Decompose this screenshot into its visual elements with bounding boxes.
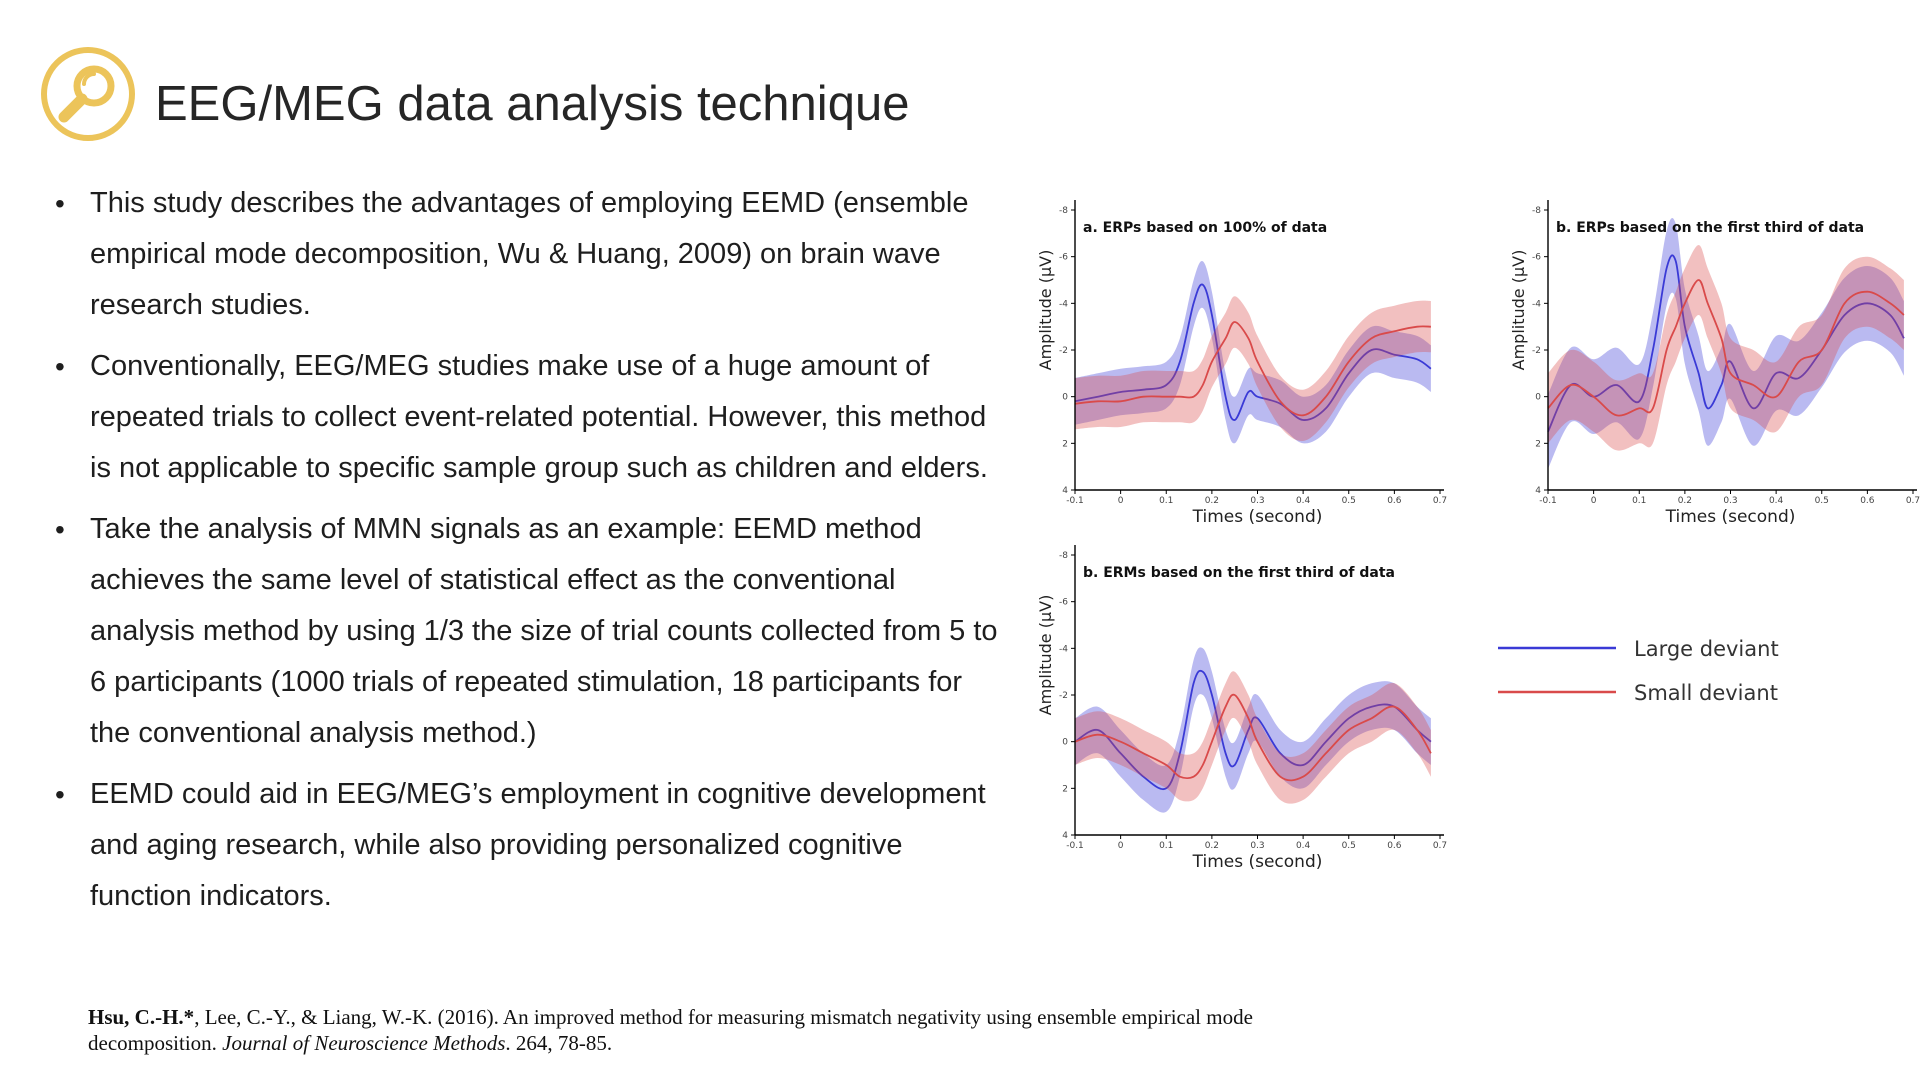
bullet-item: Conventionally, EEG/MEG studies make use…	[48, 341, 1008, 494]
y-tick-label: 2	[1062, 784, 1068, 794]
x-axis-label: Times (second)	[1192, 852, 1323, 872]
bullet-list: This study describes the advantages of e…	[48, 178, 1008, 932]
y-tick-label: -6	[1059, 253, 1068, 263]
x-tick-label: 0.6	[1387, 496, 1402, 506]
x-tick-label: 0.1	[1159, 496, 1173, 506]
bullet-item: EEMD could aid in EEG/MEG’s employment i…	[48, 769, 1008, 922]
y-axis-label: Amplitude (µV)	[1036, 250, 1055, 371]
y-tick-label: -8	[1059, 206, 1068, 216]
x-tick-label: 0.3	[1723, 496, 1737, 506]
x-axis-label: Times (second)	[1665, 507, 1796, 527]
y-tick-label: 4	[1062, 831, 1068, 841]
series-line	[1074, 669, 1432, 791]
y-tick-label: -2	[1059, 346, 1068, 356]
x-tick-label: 0.5	[1342, 841, 1356, 851]
x-tick-label: 0	[1118, 841, 1124, 851]
bullet-item: Take the analysis of MMN signals as an e…	[48, 504, 1008, 759]
legend-label: Small deviant	[1634, 681, 1778, 705]
x-tick-label: 0.7	[1433, 841, 1447, 851]
legend-label: Large deviant	[1634, 637, 1779, 661]
x-tick-label: -0.1	[1539, 496, 1557, 506]
citation-journal: Journal of Neuroscience Methods	[222, 1031, 506, 1055]
x-tick-label: 0.7	[1433, 496, 1447, 506]
y-tick-label: 2	[1535, 439, 1541, 449]
y-tick-label: 4	[1062, 486, 1068, 496]
x-tick-label: -0.1	[1066, 496, 1084, 506]
y-tick-label: 0	[1062, 738, 1068, 748]
chart-legend: Large deviant Small deviant	[1498, 637, 1779, 705]
y-tick-label: -2	[1059, 691, 1068, 701]
citation-author: Hsu, C.-H.*	[88, 1005, 195, 1029]
x-tick-label: 0.4	[1296, 841, 1311, 851]
x-tick-label: 0.6	[1860, 496, 1875, 506]
chart-panel: -0.1 0 0.1 0.2 0.3 0.4 0.5 0.6 0.7 -8 -6 -4 -2 0 2 4 a. …	[1036, 200, 1447, 527]
y-tick-label: 0	[1535, 393, 1541, 403]
series-line	[1547, 254, 1905, 433]
citation: Hsu, C.-H.*, Lee, C.-Y., & Liang, W.-K. …	[88, 1004, 1288, 1056]
citation-tail: . 264, 78-85.	[505, 1031, 613, 1055]
chart-title: b. ERPs based on the first third of data	[1556, 220, 1864, 236]
x-tick-label: 0.2	[1205, 496, 1219, 506]
erp-figure-svg: -0.1 0 0.1 0.2 0.3 0.4 0.5 0.6 0.7 -8 -6 -4 -2 0 2 4 a. …	[1036, 200, 1920, 872]
confidence-band	[1075, 671, 1431, 804]
x-tick-label: 0	[1118, 496, 1124, 506]
y-tick-label: -6	[1532, 253, 1541, 263]
confidence-band	[1075, 296, 1431, 442]
y-tick-label: -4	[1059, 299, 1068, 309]
series-line	[1074, 283, 1432, 421]
x-tick-label: 0.4	[1296, 496, 1311, 506]
citation-text: , Lee, C.-Y., & Liang, W.-K. (2016). An …	[88, 1005, 1253, 1055]
series-line	[1074, 693, 1432, 782]
y-tick-label: 4	[1535, 486, 1541, 496]
magnifier-icon	[41, 47, 135, 141]
y-tick-label: -8	[1059, 551, 1068, 561]
y-tick-label: 2	[1062, 439, 1068, 449]
x-tick-label: 0.3	[1250, 841, 1264, 851]
x-tick-label: 0.5	[1342, 496, 1356, 506]
x-tick-label: 0.1	[1159, 841, 1173, 851]
x-tick-label: 0.2	[1205, 841, 1219, 851]
page-title: EEG/MEG data analysis technique	[155, 77, 910, 131]
confidence-band	[1075, 261, 1431, 444]
confidence-band	[1548, 245, 1904, 451]
confidence-band	[1548, 218, 1904, 469]
x-tick-label: 0.4	[1769, 496, 1784, 506]
chart-panel: -0.1 0 0.1 0.2 0.3 0.4 0.5 0.6 0.7 -8 -6 -4 -2 0 2 4 b. …	[1036, 545, 1447, 872]
chart-panel: -0.1 0 0.1 0.2 0.3 0.4 0.5 0.6 0.7 -8 -6 -4 -2 0 2 4 b. …	[1509, 200, 1920, 527]
chart-title: b. ERMs based on the first third of data	[1083, 565, 1395, 581]
bullet-item: This study describes the advantages of e…	[48, 178, 1008, 331]
y-axis-label: Amplitude (µV)	[1036, 595, 1055, 716]
chart-title: a. ERPs based on 100% of data	[1083, 220, 1327, 236]
y-tick-label: 0	[1062, 393, 1068, 403]
x-tick-label: 0.5	[1815, 496, 1829, 506]
y-tick-label: -4	[1059, 644, 1068, 654]
y-tick-label: -8	[1532, 206, 1541, 216]
x-tick-label: 0.7	[1906, 496, 1920, 506]
x-tick-label: 0.3	[1250, 496, 1264, 506]
y-tick-label: -4	[1532, 299, 1541, 309]
y-tick-label: -6	[1059, 598, 1068, 608]
x-tick-label: 0.2	[1678, 496, 1692, 506]
x-tick-label: 0.1	[1632, 496, 1646, 506]
x-tick-label: 0	[1591, 496, 1597, 506]
x-axis-label: Times (second)	[1192, 507, 1323, 527]
y-tick-label: -2	[1532, 346, 1541, 356]
series-line	[1547, 279, 1905, 417]
erp-figure: -0.1 0 0.1 0.2 0.3 0.4 0.5 0.6 0.7 -8 -6 -4 -2 0 2 4 a. …	[1020, 200, 1920, 900]
series-line	[1074, 321, 1431, 417]
x-tick-label: 0.6	[1387, 841, 1402, 851]
y-axis-label: Amplitude (µV)	[1509, 250, 1528, 371]
x-tick-label: -0.1	[1066, 841, 1084, 851]
